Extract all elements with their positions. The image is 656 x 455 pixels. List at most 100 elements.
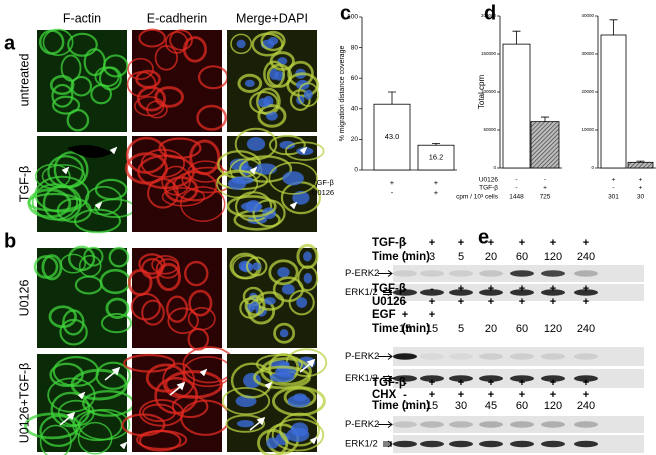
band <box>541 421 565 428</box>
cell-outline <box>216 169 259 199</box>
nucleus <box>243 372 261 389</box>
lane-header-value: + <box>550 389 556 401</box>
condition-value: + <box>639 177 643 184</box>
lane-header-value: - <box>403 296 407 308</box>
y-tick-label: 80 <box>351 44 359 51</box>
condition-label: cpm / 10³ cells <box>456 194 499 201</box>
band <box>420 353 444 360</box>
lane-header-value: 20 <box>485 323 497 335</box>
band <box>449 353 473 360</box>
cell-outline <box>273 322 296 344</box>
band <box>574 440 598 448</box>
y-tick-label: 60 <box>351 75 359 82</box>
lane-header-value: 5 <box>458 323 464 335</box>
band <box>420 421 444 428</box>
cell-outline <box>51 95 81 115</box>
cell-outline <box>145 363 186 393</box>
lane-header-value: + <box>583 296 589 308</box>
arrow <box>249 416 266 431</box>
cell-outline <box>60 54 82 82</box>
cell-outline <box>125 152 169 185</box>
arrow <box>94 201 103 210</box>
nucleus <box>282 171 304 186</box>
cell-outline <box>161 187 206 207</box>
cell-outline <box>94 66 120 88</box>
cell-outline <box>289 89 311 112</box>
band <box>510 375 534 382</box>
cell-outline <box>41 254 63 281</box>
arrow <box>109 146 118 155</box>
condition-value: - <box>391 188 394 197</box>
lane-header-value: + <box>488 283 494 295</box>
arrow <box>169 381 186 396</box>
cell-outline <box>167 307 199 335</box>
y-tick-label: 0 <box>591 165 594 170</box>
cell-outline <box>158 137 202 159</box>
micrograph <box>24 354 135 455</box>
cell-outline <box>260 30 286 52</box>
band <box>393 353 417 360</box>
panel-letter: d <box>484 2 496 24</box>
band <box>479 270 503 277</box>
band <box>510 421 534 428</box>
lane-header-value: 60 <box>516 251 528 263</box>
micrograph <box>125 136 236 232</box>
micrograph <box>33 245 133 348</box>
cell-outline <box>138 253 166 275</box>
condition-label: TGF-β <box>312 178 334 187</box>
condition-value: + <box>612 177 616 184</box>
cell-outline <box>184 260 209 287</box>
error-bar <box>388 91 396 105</box>
error-bar <box>432 142 440 146</box>
cell-outline <box>127 57 154 80</box>
lane-header-value: + <box>429 237 435 249</box>
lane-header-label: TGF-β <box>372 283 406 295</box>
condition-value: - <box>515 177 517 184</box>
cell-outline <box>78 254 102 278</box>
blot-label: ERK1/2 <box>345 373 378 384</box>
bar <box>530 121 560 169</box>
cell-outline <box>169 29 193 51</box>
cell-outline <box>188 289 213 317</box>
lane-header-value: 240 <box>577 323 595 335</box>
band <box>510 289 534 296</box>
nucleus <box>269 372 295 383</box>
lane-header-label: TGF-β <box>372 377 406 389</box>
blot-arrow <box>378 270 393 277</box>
lane-header-value: + <box>519 283 525 295</box>
condition-label: U0126 <box>312 188 334 197</box>
band <box>541 270 565 277</box>
lane-header-label: Time (min) <box>372 400 430 412</box>
nucleus <box>252 262 262 271</box>
lane-header-value: + <box>429 389 435 401</box>
error-bar <box>541 116 549 122</box>
cell-outline <box>162 362 195 398</box>
lane-header-value: + <box>583 237 589 249</box>
cell-outline <box>187 327 210 351</box>
error-bar <box>636 160 645 163</box>
row-label: U0126 <box>17 280 31 317</box>
band <box>479 421 503 428</box>
band <box>449 440 473 448</box>
cell-outline <box>286 72 320 98</box>
band <box>541 440 565 448</box>
lane-header-value: + <box>550 296 556 308</box>
lane-header-value: + <box>458 283 464 295</box>
nucleus <box>257 97 271 108</box>
lane-header-value: + <box>583 283 589 295</box>
arrow <box>199 368 208 377</box>
cell-outline <box>284 141 325 161</box>
y-tick-label: 0 <box>354 167 358 174</box>
cell-outline <box>226 195 277 218</box>
nucleus <box>236 419 254 428</box>
lane-header-value: + <box>519 237 525 249</box>
lane-header-value: - <box>403 377 407 389</box>
arrow <box>119 441 128 450</box>
lane-header-value: 15 <box>426 323 438 335</box>
dark-gap <box>67 144 112 158</box>
cell-outline <box>141 299 165 326</box>
cell-outline <box>288 289 315 316</box>
cell-outline <box>33 255 59 279</box>
nucleus <box>296 297 308 308</box>
cell-outline <box>42 28 74 56</box>
